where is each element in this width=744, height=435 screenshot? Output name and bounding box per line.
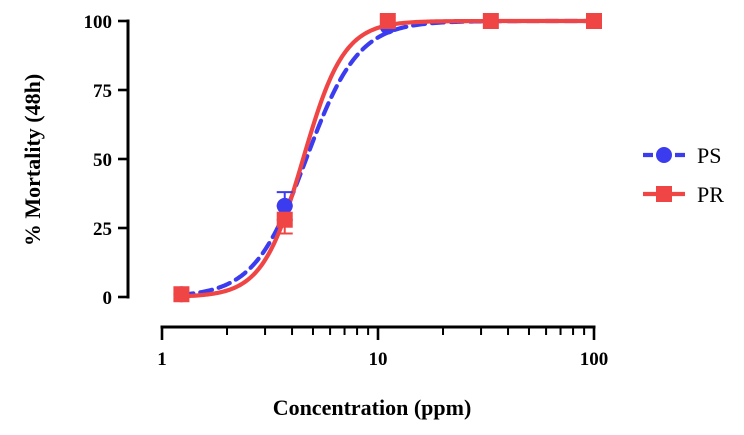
y-tick-label: 100	[84, 12, 113, 33]
y-tick-label: 50	[93, 150, 112, 171]
x-tick-label: 100	[580, 349, 609, 370]
x-tick-label: 10	[369, 349, 388, 370]
legend-item-pr: PR	[643, 182, 724, 207]
data-point-pr	[586, 13, 602, 29]
y-axis-title: % Mortality (48h)	[20, 74, 45, 246]
data-point-ps	[276, 197, 293, 214]
fit-curve-pr	[179, 18, 597, 299]
x-axis-title: Concentration (ppm)	[273, 395, 472, 420]
data-point-pr	[379, 13, 396, 29]
data-point-pr	[173, 286, 190, 303]
axes-group: 0 25 50 75 100 1 10 100	[84, 12, 609, 370]
legend-marker-pr	[656, 186, 672, 202]
legend-label-ps: PS	[697, 143, 721, 168]
legend: PS PR	[643, 143, 724, 207]
fit-curve-ps	[179, 18, 597, 297]
y-tick-label: 25	[93, 219, 112, 240]
data-point-pr	[482, 13, 499, 29]
legend-item-ps: PS	[643, 143, 721, 168]
data-point-pr	[276, 211, 293, 228]
y-tick-label: 0	[103, 288, 113, 309]
x-tick-label: 1	[157, 349, 167, 370]
legend-label-pr: PR	[697, 182, 724, 207]
fit-curves-group	[179, 18, 597, 299]
legend-marker-ps	[656, 147, 672, 163]
data-points-group	[173, 13, 602, 303]
y-tick-label: 75	[93, 81, 112, 102]
